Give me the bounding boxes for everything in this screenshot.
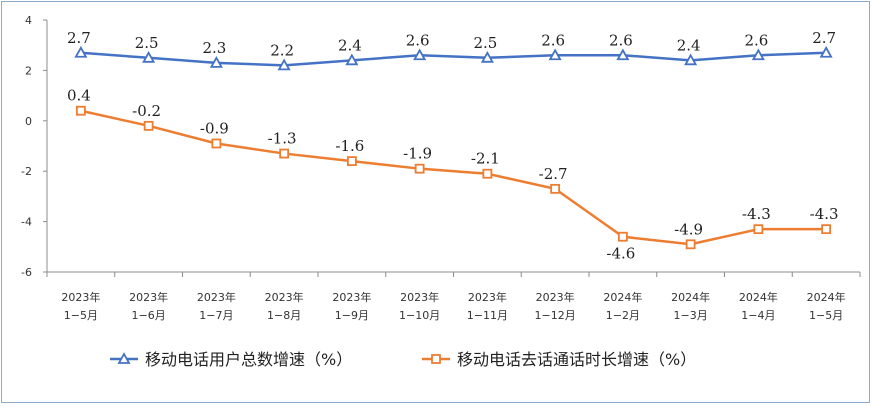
x-tick-label-year: 2024年 [671,290,710,304]
x-tick-label-year: 2023年 [129,290,168,304]
data-label: 2.6 [609,31,633,49]
data-point-triangle [819,45,833,58]
data-point-triangle [684,53,698,66]
data-point-triangle [480,50,494,63]
x-tick-label-year: 2024年 [739,290,778,304]
y-tick-label: 4 [25,14,32,27]
legend-label-1: 移动电话用户总数增速（%） [145,350,352,369]
x-tick-label-year: 2023年 [400,290,439,304]
x-tick-label-period: 1−4月 [741,309,775,322]
data-point-triangle [277,58,291,71]
x-tick-label-period: 1−5月 [809,309,843,322]
x-tick-label-period: 1−7月 [199,309,233,322]
data-label: -1.6 [335,137,364,155]
data-point-square [279,148,290,159]
data-label: 2.4 [338,36,362,54]
x-tick-label-year: 2023年 [468,290,507,304]
data-point-triangle [74,45,88,58]
y-tick-label: 2 [25,64,32,77]
data-label: -4.9 [674,220,703,238]
data-label: 2.4 [677,36,701,54]
data-point-square [753,224,764,235]
x-tick-label-period: 1−5月 [64,309,98,322]
x-tick-label-year: 2023年 [536,290,575,304]
data-point-triangle [209,55,223,68]
data-label: -2.7 [539,165,568,183]
data-point-triangle [142,50,156,63]
y-tick-label: -2 [21,165,32,178]
data-point-square [143,120,154,131]
data-point-square [346,156,357,167]
y-tick-label: 0 [25,115,32,128]
x-tick-label-period: 1−2月 [606,309,640,322]
data-label: -1.3 [268,130,297,148]
data-label: -2.1 [471,150,500,168]
data-point-square [685,239,696,250]
data-point-square [821,224,832,235]
x-tick-label-year: 2024年 [603,290,642,304]
data-label: 2.6 [744,31,768,49]
data-point-square [75,105,86,116]
data-point-triangle [616,48,630,61]
x-tick-label-year: 2023年 [265,290,304,304]
legend-marker-square [431,354,441,364]
x-tick-label-period: 1−9月 [335,309,369,322]
data-point-triangle [345,53,359,66]
x-tick-label-year: 2023年 [197,290,236,304]
data-label: -4.6 [606,245,635,263]
x-tick-label-period: 1−8月 [267,309,301,322]
x-tick-label-period: 1−12月 [535,309,576,322]
data-label: 2.3 [202,39,226,57]
data-point-square [211,138,222,149]
legend-label-2: 移动电话去话通话时长增速（%） [457,350,696,369]
x-tick-label-year: 2023年 [61,290,100,304]
data-point-square [617,231,628,242]
data-label: -0.9 [200,119,229,137]
data-point-square [482,168,493,179]
data-point-square [550,183,561,194]
data-point-triangle [751,48,765,61]
y-tick-label: -4 [21,216,32,229]
x-tick-label-year: 2023年 [332,290,371,304]
y-tick-label: -6 [21,266,32,279]
x-tick-label-period: 1−10月 [399,309,440,322]
x-tick-label-period: 1−6月 [132,309,166,322]
data-label: 2.7 [812,29,836,47]
series-line-2 [80,109,827,246]
data-point-triangle [548,48,562,61]
legend-marker-triangle [117,352,131,364]
data-label: 2.6 [406,31,430,49]
x-tick-label-period: 1−11月 [467,309,508,322]
x-tick-label-year: 2024年 [807,290,846,304]
data-label: 2.2 [270,41,294,59]
data-point-triangle [413,48,427,61]
data-label: -4.3 [810,205,839,223]
data-label: 2.5 [473,34,497,52]
data-label: 2.6 [541,31,565,49]
data-label: 2.5 [135,34,159,52]
data-point-square [414,163,425,174]
data-label: -1.9 [403,145,432,163]
data-label: -4.3 [742,205,771,223]
data-label: 0.4 [67,87,91,105]
data-label: 2.7 [67,29,91,47]
series-line-1 [80,51,827,67]
data-label: -0.2 [132,102,161,120]
x-tick-label-period: 1−3月 [674,309,708,322]
